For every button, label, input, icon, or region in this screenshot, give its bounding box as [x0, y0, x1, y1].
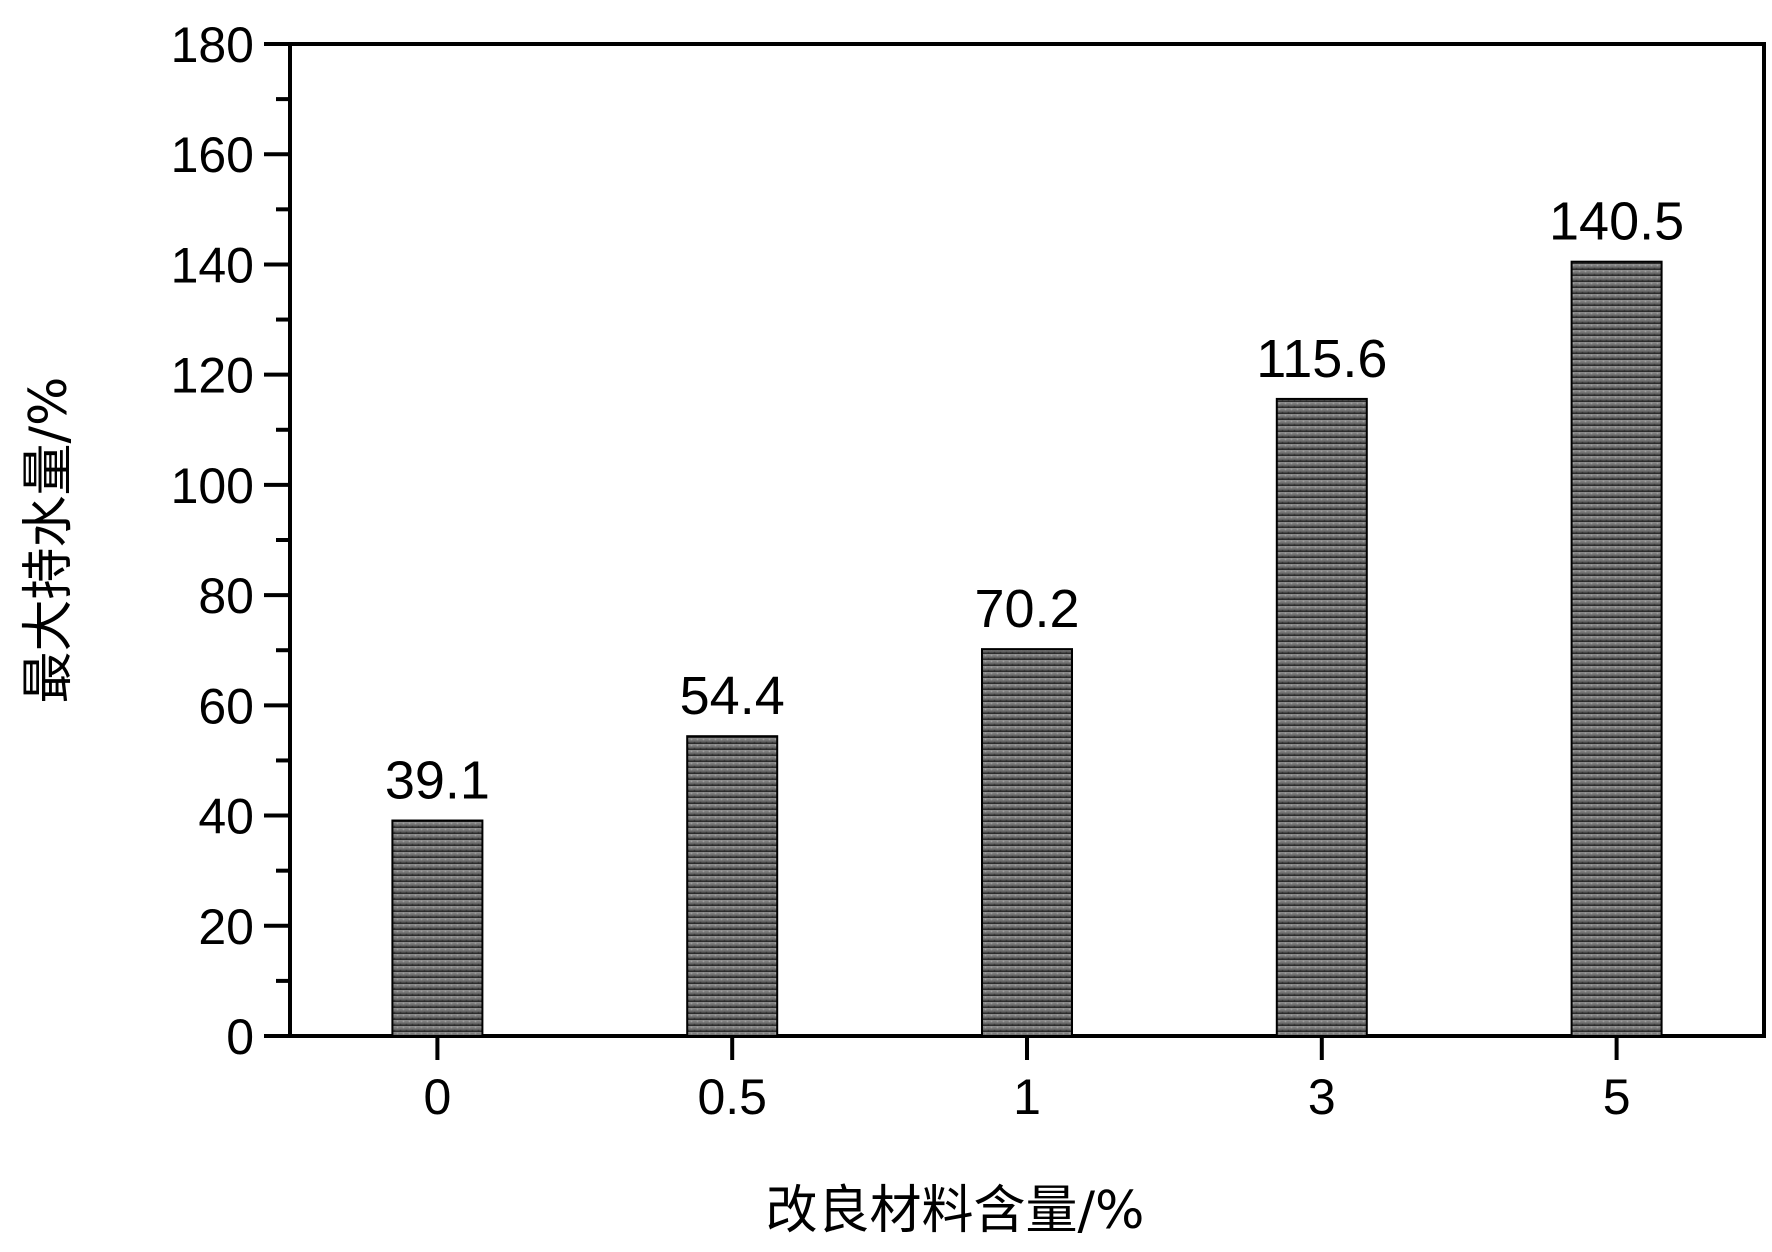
- bar-series: 39.1 54.4 70.2 115.6 140.5: [385, 192, 1684, 1038]
- y-tick-label: 100: [171, 458, 254, 514]
- y-tick-label: 120: [171, 348, 254, 404]
- y-tick-label: 0: [226, 1009, 254, 1065]
- bar-value-label: 140.5: [1549, 192, 1684, 252]
- y-tick-label: 20: [198, 899, 254, 955]
- y-tick-label: 180: [171, 17, 254, 73]
- x-tick-label: 1: [1013, 1069, 1041, 1125]
- bar: [981, 648, 1073, 1037]
- x-tick-label: 3: [1308, 1069, 1336, 1125]
- y-tick-label: 140: [171, 237, 254, 293]
- bar: [686, 735, 779, 1037]
- y-tick-label: 40: [198, 789, 254, 845]
- x-tick-label: 0.5: [697, 1069, 767, 1125]
- bar: [1275, 397, 1368, 1038]
- y-axis-ticks: 0 20 40 60 80 100 120 140 160 180: [171, 17, 290, 1065]
- y-tick-label: 80: [198, 568, 254, 624]
- bar: [391, 819, 484, 1038]
- y-tick-label: 60: [198, 678, 254, 734]
- bar-value-label: 54.4: [680, 666, 785, 726]
- y-axis-title: 最大持水量/%: [19, 377, 79, 704]
- bar: [1570, 260, 1663, 1037]
- bar-value-label: 39.1: [385, 751, 490, 811]
- x-tick-label: 0: [423, 1069, 451, 1125]
- x-axis-ticks: 0 0.5 1 3 5: [423, 1036, 1631, 1125]
- bar-value-label: 115.6: [1256, 329, 1387, 389]
- y-tick-label: 160: [171, 127, 254, 183]
- x-axis-title: 改良材料含量/%: [766, 1181, 1145, 1241]
- bar-value-label: 70.2: [974, 579, 1079, 639]
- x-tick-label: 5: [1603, 1069, 1631, 1125]
